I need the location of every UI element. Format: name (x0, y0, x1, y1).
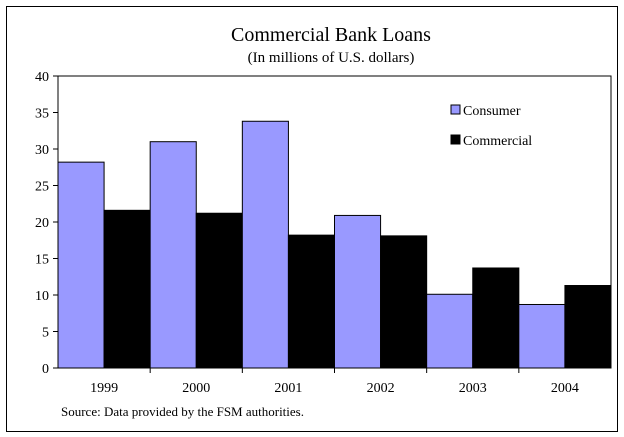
legend: Consumer Commercial (450, 104, 532, 149)
bar-commercial-2000 (195, 212, 243, 369)
x-tick-label: 1999 (90, 381, 118, 396)
legend-swatch-commercial (450, 134, 461, 145)
x-tick-label: 2003 (459, 381, 487, 396)
chart-frame: Commercial Bank Loans (In millions of U.… (6, 6, 618, 432)
legend-label-consumer: Consumer (463, 104, 521, 119)
bar-consumer-2001 (241, 120, 289, 369)
chart-subtitle: (In millions of U.S. dollars) (248, 50, 415, 66)
bar-chart: Commercial Bank Loans (In millions of U.… (35, 24, 612, 419)
legend-swatch-consumer (450, 104, 461, 115)
x-tick-label: 2002 (367, 381, 395, 396)
bar-consumer-1999 (57, 161, 105, 369)
bar-commercial-2004 (564, 285, 612, 369)
x-tick-label: 2000 (182, 381, 210, 396)
y-tick-label: 15 (35, 253, 49, 268)
y-tick-label: 0 (42, 362, 49, 377)
x-tick-label: 2004 (551, 381, 579, 396)
y-tick-label: 10 (35, 289, 49, 304)
bar-commercial-1999 (103, 209, 151, 369)
bar-commercial-2002 (380, 235, 428, 369)
bar-commercial-2001 (287, 234, 335, 369)
y-tick-label: 35 (35, 107, 49, 122)
y-tick-label: 5 (42, 326, 49, 341)
bar-consumer-2003 (426, 293, 474, 369)
y-tick-label: 30 (35, 143, 49, 158)
y-tick-label: 20 (35, 216, 49, 231)
y-tick-label: 40 (35, 70, 49, 85)
bar-commercial-2003 (472, 267, 520, 369)
bar-consumer-2000 (149, 141, 197, 369)
bar-consumer-2004 (518, 303, 566, 369)
bar-consumer-2002 (334, 214, 382, 369)
y-tick-label: 25 (35, 180, 49, 195)
chart-title: Commercial Bank Loans (231, 24, 431, 46)
source-note: Source: Data provided by the FSM authori… (61, 404, 304, 419)
legend-label-commercial: Commercial (463, 134, 532, 149)
plot-area: 0 5 10 15 20 25 30 35 40 1999 2000 2001 2002 2003 2004 (35, 70, 612, 396)
x-tick-label: 2001 (274, 381, 302, 396)
